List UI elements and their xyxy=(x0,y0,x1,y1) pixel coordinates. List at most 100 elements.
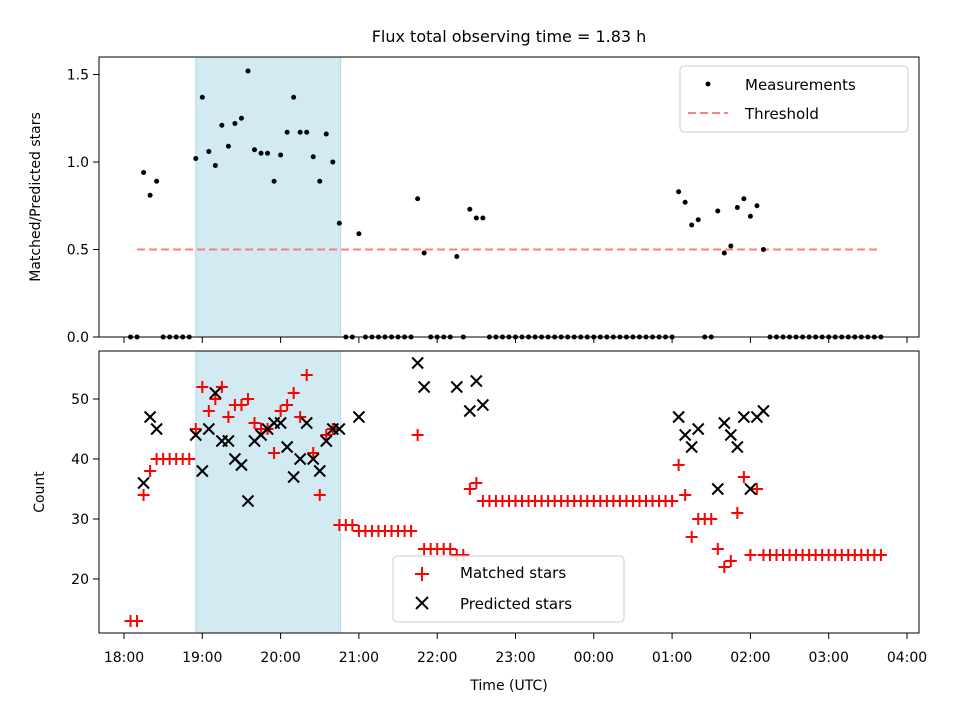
measurement-point xyxy=(219,122,225,128)
matched-star-marker xyxy=(209,393,222,405)
matched-star-marker xyxy=(196,381,209,393)
matched-star-marker xyxy=(724,555,737,567)
predicted-star-marker xyxy=(137,476,150,490)
predicted-star-marker xyxy=(724,428,738,442)
matched-star-marker xyxy=(679,489,692,501)
bottom-y-axis-label: Count xyxy=(32,471,48,513)
measurement-point xyxy=(336,220,342,226)
legend-measurements-marker xyxy=(705,81,711,87)
matched-star-marker xyxy=(463,483,476,495)
top-highlight-span xyxy=(195,56,342,338)
measurement-point xyxy=(245,68,251,74)
measurement-point xyxy=(467,206,473,212)
bottom-y-tick-label: 50 xyxy=(71,392,89,408)
measurement-point xyxy=(199,94,205,100)
legend-measurements-label: Measurements xyxy=(745,76,856,94)
measurement-point xyxy=(271,178,277,184)
predicted-star-marker xyxy=(470,374,483,388)
predicted-star-marker xyxy=(143,410,157,424)
bottom-y-tick-label: 30 xyxy=(71,512,89,528)
measurement-point xyxy=(715,208,721,214)
matched-star-marker xyxy=(444,543,457,555)
matched-star-marker xyxy=(300,369,313,381)
predicted-star-marker xyxy=(463,404,477,418)
bottom-axes-frame xyxy=(98,350,920,634)
matched-star-marker xyxy=(235,399,248,411)
matched-star-marker xyxy=(320,429,333,441)
predicted-star-marker xyxy=(313,464,326,478)
matched-star-marker xyxy=(189,423,202,435)
matched-star-marker xyxy=(281,399,294,411)
measurement-point xyxy=(252,147,257,153)
matched-star-marker xyxy=(672,459,685,471)
top-axes-frame xyxy=(98,56,920,338)
matched-star-marker xyxy=(685,531,698,543)
bottom-panel: 20 30 40 50 18:00 19:00 20:00 21:00 22:00 23:00 0… xyxy=(32,350,927,694)
predicted-star-marker xyxy=(235,458,248,472)
matched-star-marker xyxy=(750,483,763,495)
predicted-star-marker xyxy=(731,440,744,454)
matched-star-marker xyxy=(711,543,724,555)
measurement-point xyxy=(291,94,297,100)
x-tick-label: 23:00 xyxy=(495,650,535,666)
x-axis-label: Time (UTC) xyxy=(469,678,547,694)
predicted-star-marker xyxy=(718,416,731,430)
legend-matched-label: Matched stars xyxy=(460,564,566,582)
measurement-point xyxy=(297,129,303,135)
predicted-star-marker xyxy=(672,410,685,424)
predicted-star-marker xyxy=(274,416,287,430)
predicted-star-marker xyxy=(209,386,222,400)
measurement-point xyxy=(193,156,199,161)
measurement-point xyxy=(154,178,160,184)
predicted-star-marker xyxy=(691,422,705,436)
measurement-point xyxy=(310,154,316,160)
measurement-point xyxy=(265,150,271,156)
top-y-tick-label: 1.5 xyxy=(67,68,89,84)
predicted-star-marker xyxy=(476,398,490,412)
x-tick-label: 18:00 xyxy=(104,650,144,666)
measurement-point xyxy=(284,129,290,135)
predicted-star-marker xyxy=(450,380,463,394)
x-tick-label: 04:00 xyxy=(887,650,927,666)
measurement-point xyxy=(356,231,362,237)
measurement-point xyxy=(330,159,336,165)
measurement-point xyxy=(258,150,264,156)
measurement-point xyxy=(232,121,238,126)
measurement-point xyxy=(421,250,427,256)
matched-star-marker xyxy=(405,525,418,537)
predicted-star-marker xyxy=(222,434,235,448)
matched-star-marker xyxy=(202,405,215,417)
measurement-point xyxy=(480,215,486,221)
predicted-star-marker xyxy=(685,440,698,454)
predicted-star-marker xyxy=(280,440,294,454)
measurement-point xyxy=(304,129,310,135)
matched-star-marker xyxy=(131,615,144,627)
predicted-star-marker xyxy=(202,422,216,436)
x-tick-label: 03:00 xyxy=(809,650,849,666)
x-tick-label: 21:00 xyxy=(339,650,379,666)
matched-star-markers xyxy=(124,369,887,627)
top-y-tick-label: 0.5 xyxy=(67,243,89,259)
predicted-star-marker xyxy=(196,464,209,478)
legend-threshold-label: Threshold xyxy=(744,105,819,123)
matched-star-marker xyxy=(183,453,196,465)
matched-star-marker xyxy=(137,489,150,501)
matched-star-marker xyxy=(731,507,744,519)
measurement-point xyxy=(238,115,244,121)
measurement-point xyxy=(147,192,153,198)
top-x-ticks xyxy=(123,337,908,343)
top-y-tick-label: 1.0 xyxy=(67,155,89,171)
measurement-point xyxy=(695,217,701,223)
matched-star-marker xyxy=(241,393,254,405)
predicted-star-marker xyxy=(320,434,333,448)
measurement-point xyxy=(741,196,747,202)
chart-title: Flux total observing time = 1.83 h xyxy=(372,27,647,46)
x-tick-label: 20:00 xyxy=(260,650,300,666)
predicted-star-marker xyxy=(417,380,431,394)
matched-star-marker xyxy=(294,411,307,423)
measurement-point xyxy=(278,152,284,158)
x-tick-label: 01:00 xyxy=(652,650,692,666)
predicted-star-markers xyxy=(137,356,770,508)
predicted-star-marker xyxy=(744,482,757,496)
predicted-star-marker xyxy=(300,416,313,430)
